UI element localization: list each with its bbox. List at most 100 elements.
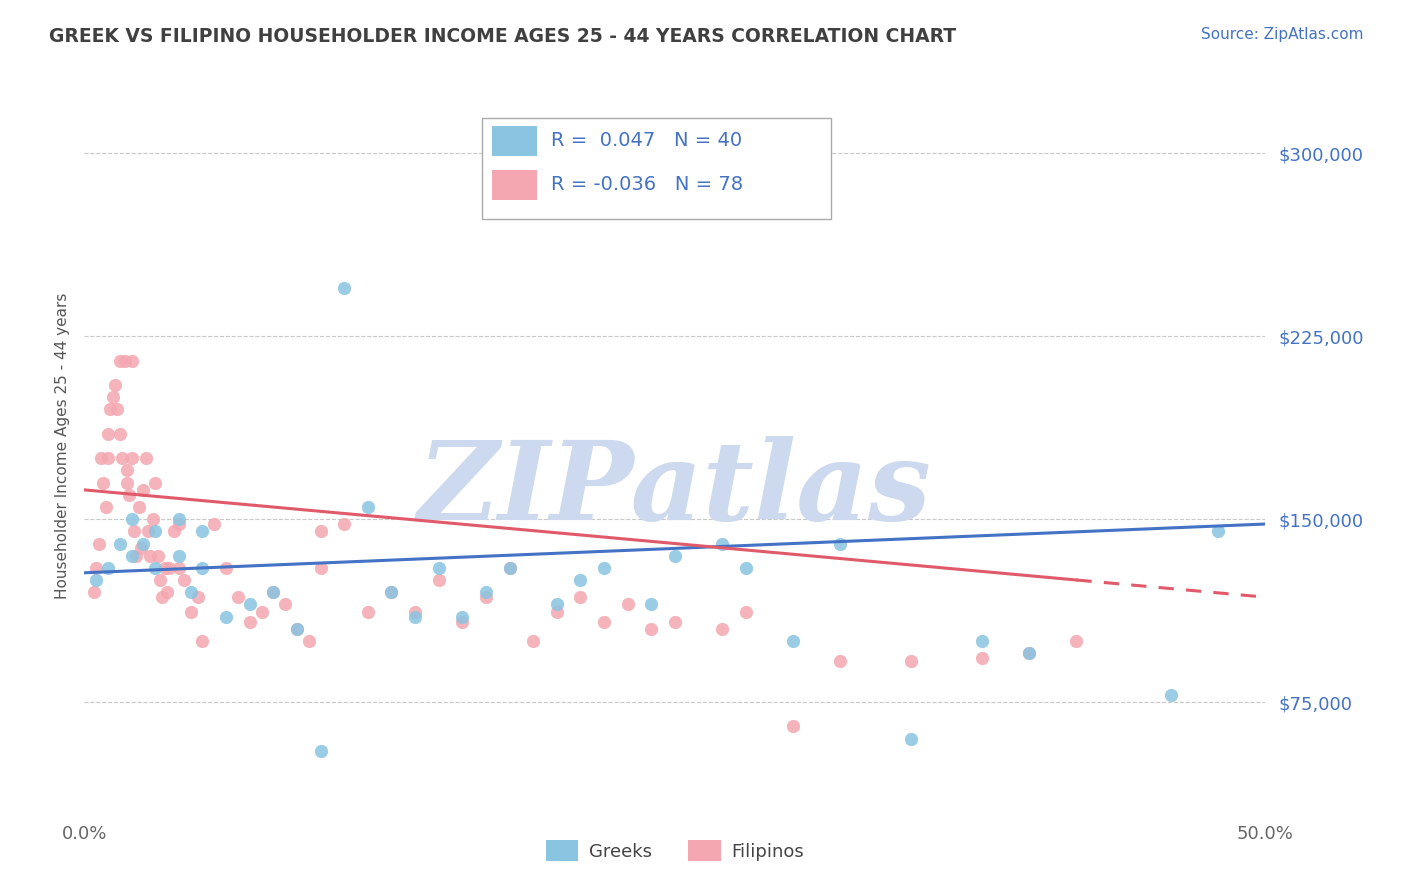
Point [546,605,568,619]
Point [108,353,131,368]
Point [167,561,190,575]
Point [167,549,190,563]
Point [97,561,120,575]
Point [132,536,155,550]
Point [593,561,616,575]
Point [380,585,402,599]
Point [239,598,262,612]
Point [173,573,195,587]
Point [427,561,450,575]
Point [146,549,169,563]
Point [475,585,498,599]
Point [404,609,426,624]
Point [734,605,756,619]
Point [107,402,129,417]
Point [333,516,356,531]
Point [250,605,273,619]
Point [143,475,166,490]
Point [84,561,107,575]
Point [1018,646,1040,660]
Text: R = -0.036   N = 78: R = -0.036 N = 78 [551,176,742,194]
Point [357,605,380,619]
Point [115,463,138,477]
Point [357,500,380,514]
FancyBboxPatch shape [482,119,831,219]
Point [427,573,450,587]
Point [239,615,262,629]
Point [104,378,127,392]
Point [136,524,159,539]
Point [191,561,214,575]
Point [101,390,124,404]
Point [451,615,474,629]
Point [782,634,804,648]
Point [180,605,202,619]
Point [97,426,120,441]
Point [298,634,321,648]
Point [333,280,356,294]
Point [180,585,202,599]
Point [900,731,922,746]
Point [380,585,402,599]
Point [111,451,134,466]
Point [711,622,734,636]
Point [593,615,616,629]
Point [108,536,131,550]
Point [309,524,332,539]
FancyBboxPatch shape [492,127,537,155]
Point [135,451,157,466]
Point [150,590,173,604]
Point [1206,524,1229,539]
Point [143,524,166,539]
Point [970,634,993,648]
Point [163,524,186,539]
Point [115,475,138,490]
Point [202,516,225,531]
Point [114,353,136,368]
Point [1066,634,1088,648]
Point [187,590,209,604]
Point [87,536,110,550]
Point [132,483,155,497]
Point [143,561,166,575]
Point [404,605,426,619]
Point [569,573,592,587]
Point [121,353,143,368]
Point [121,512,143,526]
Point [157,561,180,575]
Point [616,598,638,612]
Point [84,573,107,587]
Point [970,651,993,665]
Point [830,654,852,668]
Point [498,561,520,575]
Point [664,549,686,563]
FancyBboxPatch shape [492,170,537,200]
Point [522,634,544,648]
Point [91,475,114,490]
Point [83,585,105,599]
Point [94,500,117,514]
Point [142,512,165,526]
Point [121,451,143,466]
Text: Source: ZipAtlas.com: Source: ZipAtlas.com [1201,27,1364,42]
Point [274,598,297,612]
Point [900,654,922,668]
Point [98,402,121,417]
Point [128,500,150,514]
Point [118,488,141,502]
Point [122,524,145,539]
Point [782,719,804,733]
Point [139,549,162,563]
Point [451,609,474,624]
Point [226,590,249,604]
Point [640,622,662,636]
Point [191,634,214,648]
Point [215,609,238,624]
Point [569,590,592,604]
Point [1160,688,1182,702]
Point [1018,646,1040,660]
Point [97,451,120,466]
Point [285,622,308,636]
Point [734,561,756,575]
Text: ZIPatlas: ZIPatlas [418,436,932,543]
